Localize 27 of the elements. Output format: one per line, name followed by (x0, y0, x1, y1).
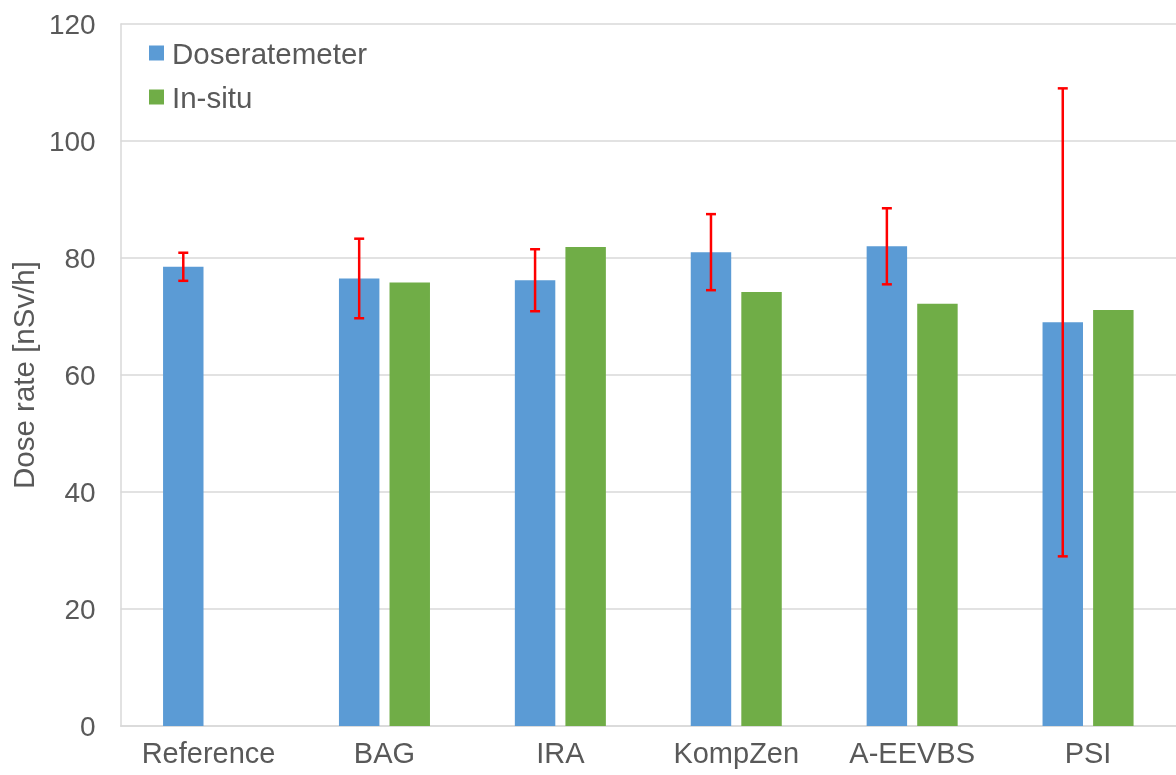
bar (1042, 322, 1083, 726)
bar (389, 282, 430, 726)
x-tick-label: A-EEVBS (849, 736, 976, 769)
y-tick-label: 20 (64, 593, 96, 625)
x-tick-label: Reference (141, 736, 276, 769)
x-tick-label: IRA (536, 736, 586, 769)
bar (690, 252, 732, 726)
y-tick-label: 80 (64, 242, 96, 274)
bar (163, 266, 204, 726)
x-tick-label: PSI (1064, 736, 1112, 769)
x-tick-label: KompZen (673, 736, 800, 769)
bar (1093, 310, 1134, 726)
x-tick-label: BAG (353, 736, 416, 769)
bar (917, 303, 958, 726)
bar (866, 246, 908, 726)
y-tick-label: 40 (64, 476, 96, 508)
y-tick-label: 100 (48, 125, 96, 157)
legend-label: In-situ (172, 80, 253, 114)
y-axis-title: Dose rate [nSv/h] (6, 261, 40, 489)
bar (338, 278, 380, 726)
bar (565, 246, 606, 726)
legend-label: Doseratemeter (172, 36, 368, 70)
y-tick-label: 0 (80, 710, 96, 742)
y-tick-label: 60 (64, 359, 96, 391)
bar (741, 291, 782, 726)
y-tick-label: 120 (48, 8, 96, 40)
bar (514, 280, 556, 726)
